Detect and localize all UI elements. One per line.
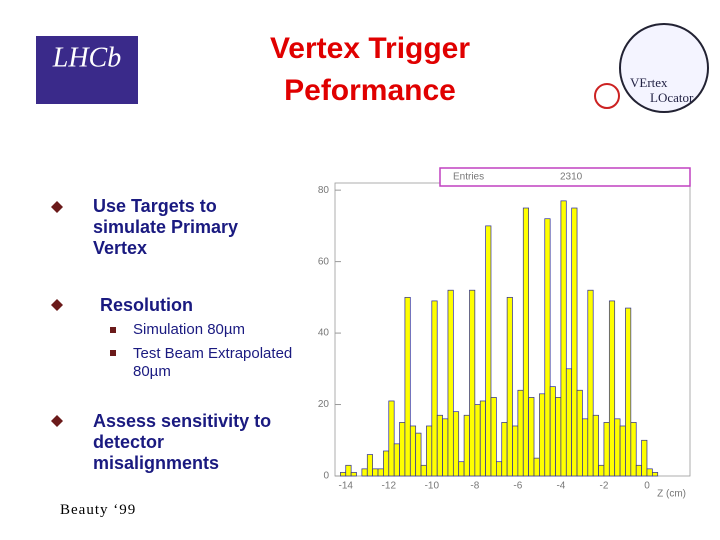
bullet: Resolution [100, 295, 193, 315]
histogram-bar [582, 418, 589, 477]
y-tick-label: 0 [323, 471, 329, 482]
histogram-bar [350, 472, 357, 477]
bullet: Assess sensitivity to detector misalignm… [93, 411, 272, 473]
bullet-marker [51, 201, 63, 213]
stats-box [439, 167, 691, 187]
x-tick-label: 0 [644, 481, 650, 492]
histogram-bar [528, 397, 535, 477]
histogram-bar [571, 207, 578, 477]
x-tick-label: -12 [382, 481, 397, 492]
histogram-bar [474, 404, 481, 477]
sub-bullet-marker [110, 327, 116, 333]
histogram-bar [506, 296, 513, 477]
histogram-bar [512, 425, 519, 477]
histogram-bar [651, 472, 659, 477]
histogram-bar [598, 464, 605, 477]
histogram-bar [576, 389, 583, 477]
histogram-bar [393, 443, 400, 477]
histogram-bar [592, 414, 599, 477]
x-tick-label: -6 [513, 481, 522, 492]
histogram-bar [539, 393, 546, 477]
logo-text: VErtex [630, 75, 668, 90]
x-tick-label: -14 [339, 481, 354, 492]
histogram-bar [420, 464, 427, 477]
y-tick-label: 40 [318, 328, 330, 339]
histogram-bar [549, 386, 556, 477]
histogram-bar [544, 218, 551, 477]
sub-bullet: Simulation 80µm [133, 321, 246, 338]
x-tick-label: -2 [599, 481, 608, 492]
histogram-bar [469, 289, 476, 477]
histogram-bar [399, 422, 406, 477]
footer: Beauty ‘99 [60, 502, 137, 518]
histogram-bar [533, 457, 540, 477]
histogram-bar [630, 422, 637, 477]
histogram-bar [625, 307, 632, 477]
histogram-bar [619, 425, 626, 477]
histogram-bar [377, 468, 384, 477]
histogram-bar [490, 397, 497, 477]
histogram-bar [458, 461, 465, 477]
x-tick-label: -4 [556, 481, 565, 492]
histogram-bar [635, 464, 642, 477]
histogram-bar [603, 422, 610, 477]
sub-bullet: Test Beam Extrapolated 80µm [133, 345, 293, 380]
x-tick-label: -8 [470, 481, 479, 492]
histogram-bar [614, 418, 621, 477]
y-tick-label: 20 [318, 399, 330, 410]
histogram-bar [372, 468, 379, 477]
stats-label: Entries [453, 172, 484, 183]
histogram-bar [436, 414, 443, 477]
histogram-bar [388, 400, 395, 477]
histogram-bar [517, 389, 524, 477]
bullet: Use Targets to simulate Primary Vertex [93, 196, 239, 258]
y-tick-label: 60 [318, 256, 330, 267]
histogram-bar [565, 368, 573, 477]
histogram-bar [522, 207, 529, 477]
x-tick-label: -10 [425, 481, 440, 492]
lhcb-logo [36, 36, 138, 104]
histogram-bar [555, 397, 562, 477]
histogram-bar [415, 432, 422, 477]
velo-logo [619, 23, 709, 113]
histogram-bar [560, 200, 567, 477]
histogram-bar [383, 450, 390, 477]
bullet-marker [51, 299, 63, 311]
histogram-bar [587, 289, 594, 477]
histogram-bar [431, 300, 438, 477]
histogram-bar [452, 411, 460, 477]
histogram-bar [641, 439, 648, 477]
histogram-bar [366, 454, 374, 477]
histogram-bar [485, 225, 492, 477]
histogram-bar [426, 425, 433, 477]
histogram-bar [447, 289, 454, 477]
histogram-bar [479, 400, 486, 477]
slide-title: Vertex Trigger [269, 32, 471, 65]
stats-value: 2310 [560, 172, 583, 183]
histogram-bar [463, 414, 470, 477]
histogram-bar [340, 472, 347, 477]
histogram-bar [361, 468, 368, 477]
x-axis-label: Z (cm) [657, 489, 686, 500]
bullet-marker [51, 415, 63, 427]
histogram-bar [442, 418, 449, 477]
histogram-bar [496, 461, 503, 477]
logo-text: LOcator [650, 90, 694, 105]
logo-text: LHCb [52, 42, 121, 73]
y-tick-label: 80 [318, 185, 330, 196]
histogram-bar [404, 296, 411, 477]
sub-bullet-marker [110, 350, 116, 356]
histogram-bar [409, 425, 417, 477]
histogram-bar [646, 468, 653, 477]
histogram-bar [608, 300, 616, 477]
velo-wheel [594, 83, 620, 109]
histogram-bar [345, 464, 352, 477]
histogram-bar [501, 422, 508, 477]
slide-title: Peformance [284, 74, 456, 107]
